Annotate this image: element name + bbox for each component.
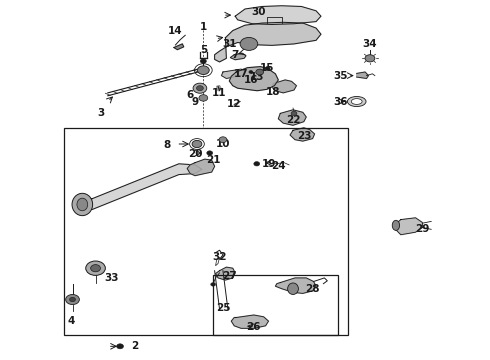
Polygon shape (221, 69, 245, 78)
Circle shape (117, 344, 123, 349)
Polygon shape (174, 44, 184, 50)
Text: 17: 17 (234, 69, 248, 79)
Ellipse shape (288, 283, 298, 294)
Circle shape (207, 151, 213, 155)
Polygon shape (217, 86, 221, 91)
Bar (64, 128, 348, 335)
Text: 27: 27 (222, 271, 237, 282)
Circle shape (254, 162, 260, 166)
Text: 4: 4 (67, 316, 75, 326)
Text: 13: 13 (250, 72, 265, 82)
Ellipse shape (351, 99, 362, 104)
Polygon shape (231, 315, 269, 328)
Text: 20: 20 (188, 149, 202, 159)
Text: 19: 19 (261, 159, 276, 169)
Circle shape (192, 140, 202, 148)
Polygon shape (272, 80, 296, 93)
Text: 16: 16 (244, 75, 258, 85)
Polygon shape (290, 128, 315, 141)
Circle shape (196, 86, 203, 91)
Bar (213, 275, 338, 335)
Text: 26: 26 (246, 322, 261, 332)
Polygon shape (278, 110, 306, 125)
Ellipse shape (392, 220, 400, 230)
Text: 10: 10 (216, 139, 230, 149)
Ellipse shape (72, 193, 93, 216)
Polygon shape (275, 278, 316, 293)
Text: 3: 3 (97, 108, 104, 118)
Text: 15: 15 (260, 63, 274, 73)
Circle shape (219, 137, 227, 143)
Polygon shape (357, 72, 368, 78)
Text: 21: 21 (206, 155, 220, 165)
Circle shape (256, 69, 264, 75)
Text: 8: 8 (163, 140, 170, 150)
Text: 6: 6 (187, 90, 194, 100)
Text: 36: 36 (333, 96, 348, 107)
Text: 34: 34 (363, 39, 377, 49)
Polygon shape (229, 67, 278, 91)
Circle shape (291, 111, 297, 116)
Circle shape (265, 67, 270, 70)
Text: 22: 22 (286, 114, 300, 125)
Circle shape (199, 95, 208, 101)
Circle shape (86, 261, 105, 275)
Circle shape (197, 66, 209, 75)
Text: 12: 12 (227, 99, 242, 109)
Text: 18: 18 (266, 87, 281, 97)
Text: 2: 2 (131, 341, 138, 351)
Text: 23: 23 (297, 131, 312, 141)
Circle shape (91, 265, 100, 272)
Text: 1: 1 (200, 22, 207, 32)
Text: 32: 32 (212, 252, 227, 262)
Text: 7: 7 (231, 50, 239, 60)
Ellipse shape (347, 96, 366, 107)
Circle shape (66, 294, 79, 305)
Text: 14: 14 (168, 26, 183, 36)
Circle shape (240, 37, 258, 50)
Polygon shape (74, 164, 202, 210)
Polygon shape (396, 218, 422, 235)
Circle shape (193, 83, 207, 93)
Circle shape (249, 71, 253, 73)
Ellipse shape (77, 198, 88, 211)
Text: 24: 24 (271, 161, 286, 171)
Text: 33: 33 (104, 273, 119, 283)
Polygon shape (187, 159, 215, 176)
Text: 31: 31 (222, 39, 237, 49)
Text: 30: 30 (251, 6, 266, 17)
Polygon shape (216, 267, 235, 280)
Text: 25: 25 (216, 303, 230, 313)
Circle shape (70, 297, 75, 302)
Polygon shape (235, 6, 321, 24)
Circle shape (200, 59, 206, 63)
Polygon shape (215, 22, 321, 62)
Text: 5: 5 (200, 45, 207, 55)
Text: 11: 11 (212, 88, 227, 98)
Circle shape (365, 55, 375, 62)
Text: 29: 29 (415, 224, 430, 234)
Text: 9: 9 (192, 96, 198, 107)
Polygon shape (230, 53, 246, 60)
Text: 28: 28 (305, 284, 320, 294)
Text: 35: 35 (333, 71, 348, 81)
Circle shape (211, 283, 216, 286)
